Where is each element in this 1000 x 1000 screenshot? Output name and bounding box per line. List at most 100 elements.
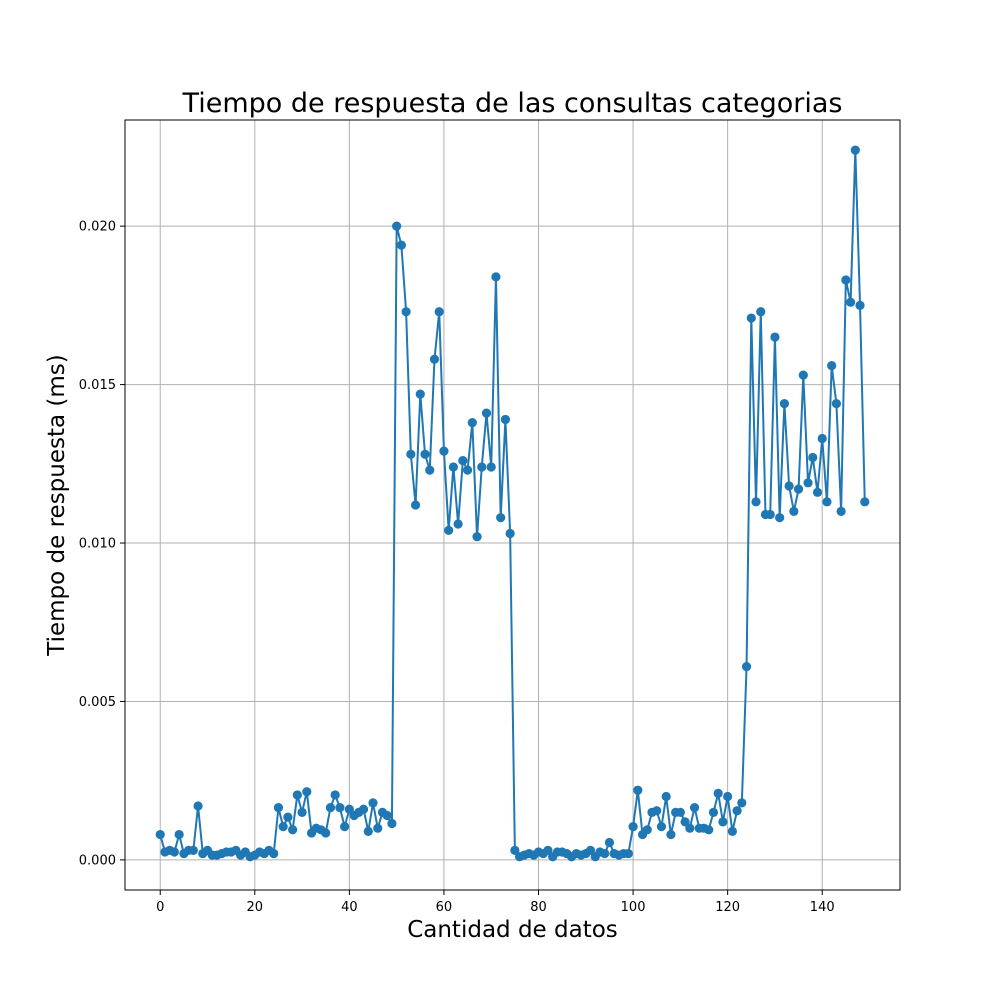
data-point [496,513,506,523]
data-point [415,389,425,399]
data-point [808,452,818,463]
data-point [751,497,761,507]
data-point [713,788,723,798]
x-tick-label: 0 [156,900,164,915]
data-point [836,506,846,516]
data-point [420,449,430,459]
data-point [396,240,406,250]
data-point [283,812,293,822]
data-point [505,528,515,539]
data-point [491,272,501,282]
data-point [860,497,870,507]
data-point [273,803,284,813]
data-point [368,798,378,808]
data-point [845,297,856,307]
data-point [500,414,511,425]
data-point [448,462,458,472]
data-point [718,817,728,827]
data-point [642,825,652,835]
data-point [462,465,473,475]
y-tick-label: 0.020 [79,220,116,235]
data-point [784,481,794,491]
data-point [472,532,482,542]
data-point [779,399,789,409]
x-axis-ticks: 0 20 40 60 80 100 120 140 [156,890,835,915]
x-tick-label: 140 [810,900,835,915]
y-axis-label: Tiempo de respuesta (ms) [44,354,70,656]
y-tick-label: 0.015 [79,378,116,393]
data-point [406,449,416,459]
x-tick-label: 80 [530,900,547,915]
data-point [775,513,785,523]
data-point [458,456,468,466]
data-point [321,828,331,838]
data-point [822,497,832,507]
data-point [633,785,643,795]
data-point [382,810,392,821]
data-point [278,822,288,832]
x-axis-label: Cantidad de datos [407,917,618,943]
data-point [330,790,340,800]
data-point [770,332,780,342]
data-series [155,145,870,862]
data-point [358,804,369,814]
data-point [604,837,615,848]
data-point [467,418,477,428]
data-point [373,823,383,833]
data-point [340,822,350,832]
data-point [188,845,198,855]
data-point [827,360,837,371]
data-point [656,822,667,832]
data-point [746,313,756,323]
data-point [434,307,444,317]
data-point [477,462,487,472]
data-point [344,804,354,814]
data-point [661,791,671,802]
data-point [756,307,766,317]
data-point [585,845,596,855]
data-point [193,801,203,811]
data-point [741,662,752,672]
data-point [723,791,733,802]
data-point [732,806,742,816]
data-point [793,484,804,494]
data-point [737,798,747,808]
data-point [481,408,492,418]
x-tick-label: 60 [436,900,453,915]
data-point [363,826,373,836]
y-tick-label: 0.005 [79,695,116,710]
x-tick-label: 20 [247,900,264,915]
data-point [831,399,842,409]
data-point [685,823,695,833]
chart-title: Tiempo de respuesta de las consultas cat… [182,88,843,119]
data-point [292,790,302,800]
data-point [543,845,553,855]
data-point [855,300,865,310]
plot-frame [124,119,901,891]
x-tick-label: 40 [341,900,358,915]
data-point [486,462,496,472]
data-point [297,807,307,817]
data-point [325,803,336,813]
data-point [689,803,700,813]
data-point [666,829,676,840]
data-point [169,847,180,857]
data-point [765,509,775,520]
data-point [155,829,165,840]
data-point [708,807,719,817]
data-point [401,307,411,317]
data-point [803,478,813,488]
data-point [675,807,685,817]
data-point [439,446,449,456]
data-point [652,806,662,816]
data-point [429,354,440,364]
data-point [302,787,312,797]
data-point [288,825,298,835]
data-point [850,145,860,155]
data-point [453,519,463,529]
data-point [817,433,827,444]
y-tick-label: 0.010 [79,537,116,552]
data-point [335,803,345,813]
x-tick-label: 100 [621,900,646,915]
